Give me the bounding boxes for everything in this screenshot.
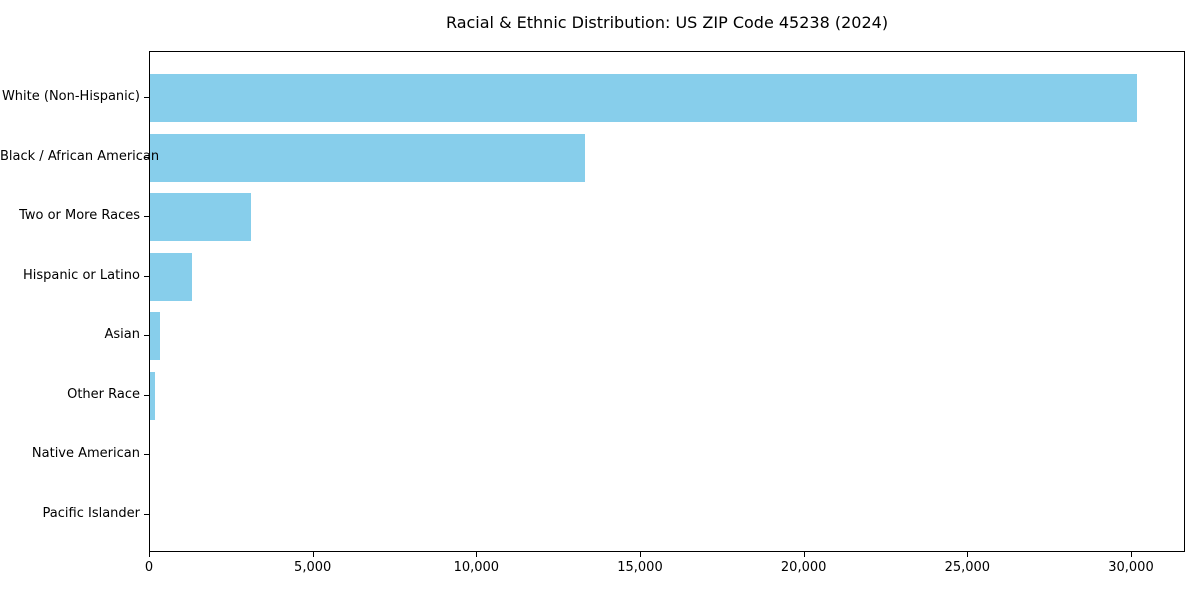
x-axis-tick-label-20-000: 20,000 bbox=[780, 560, 827, 575]
plot-area bbox=[149, 51, 1185, 552]
y-tick-mark bbox=[144, 97, 149, 98]
bar-other-race bbox=[150, 371, 155, 420]
bar-hispanic-or-latino bbox=[150, 252, 192, 301]
x-tick-mark bbox=[476, 552, 478, 557]
x-axis-tick-label-15-000: 15,000 bbox=[617, 560, 663, 575]
x-axis-tick-label-0: 0 bbox=[144, 560, 154, 575]
y-tick-mark bbox=[144, 275, 149, 277]
bar-two-or-more-races bbox=[150, 193, 252, 242]
x-axis-tick-label-10-000: 10,000 bbox=[453, 560, 500, 575]
y-axis-label-black-african-american: Black / African American bbox=[0, 148, 160, 164]
y-tick-mark bbox=[144, 156, 149, 158]
x-tick-mark bbox=[312, 552, 314, 557]
y-tick-mark bbox=[144, 216, 149, 218]
y-tick-mark bbox=[144, 454, 149, 456]
y-axis-label-asian: Asian bbox=[104, 327, 140, 343]
y-axis-label-two-or-more-races: Two or More Races bbox=[19, 208, 140, 224]
y-tick-mark bbox=[144, 394, 149, 396]
y-axis-label-native-american: Native American bbox=[31, 446, 140, 462]
y-axis-label-white-non-hispanic: White (Non-Hispanic) bbox=[1, 89, 140, 104]
y-tick-mark bbox=[144, 335, 149, 337]
y-axis-label-pacific-islander: Pacific Islander bbox=[42, 505, 140, 521]
x-axis-tick-label-30-000: 30,000 bbox=[1108, 560, 1154, 575]
y-axis-label-hispanic-or-latino: Hispanic or Latino bbox=[22, 267, 140, 283]
x-axis-tick-label-25-000: 25,000 bbox=[944, 560, 991, 575]
bar-white-non-hispanic bbox=[150, 74, 1137, 122]
bar-black-african-american bbox=[150, 133, 586, 182]
bar-asian bbox=[150, 312, 160, 361]
y-axis-label-other-race: Other Race bbox=[67, 386, 140, 402]
x-axis-tick-label-5-000: 5,000 bbox=[294, 560, 332, 575]
x-tick-mark bbox=[803, 552, 805, 557]
x-tick-mark bbox=[149, 552, 150, 557]
chart-title: Racial & Ethnic Distribution: US ZIP Cod… bbox=[445, 13, 889, 32]
x-tick-mark bbox=[967, 552, 969, 557]
y-tick-mark bbox=[144, 513, 149, 515]
x-tick-mark bbox=[639, 552, 641, 557]
x-tick-mark bbox=[1130, 552, 1132, 557]
